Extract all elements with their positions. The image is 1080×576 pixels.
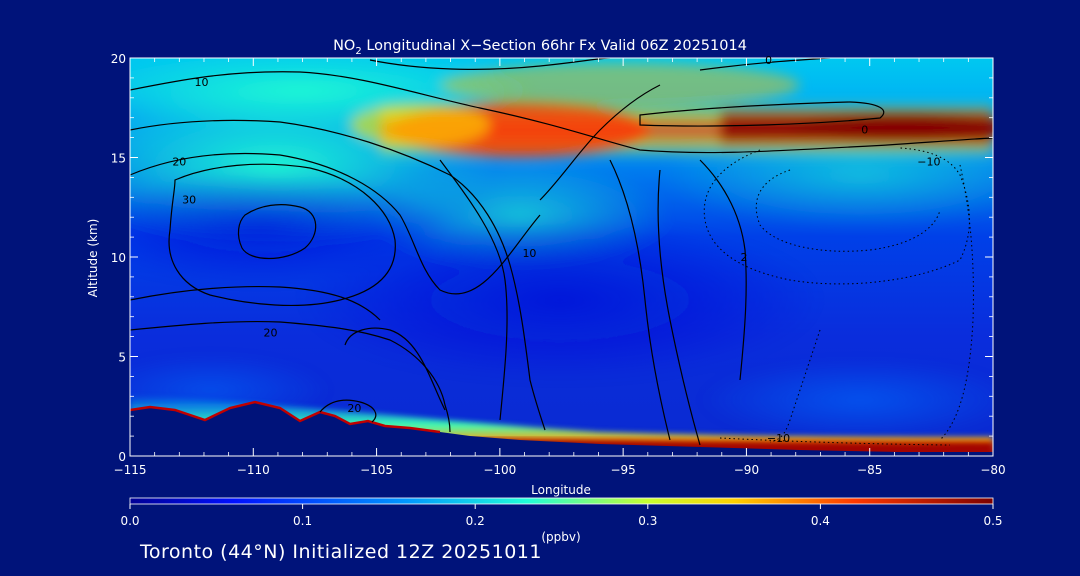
colorbar-tick-label: 0.4 (811, 514, 830, 528)
y-tick-label: 20 (111, 52, 126, 66)
x-tick-label: −80 (980, 463, 1005, 477)
contour-label: 30 (182, 193, 196, 206)
contour-label: 20 (347, 402, 361, 415)
x-tick-label: −90 (734, 463, 759, 477)
y-tick-label: 15 (111, 152, 126, 166)
contour-label: −10 (767, 432, 790, 445)
colorbar-tick-label: 0.2 (466, 514, 485, 528)
colorbar-tick-label: 0.0 (120, 514, 139, 528)
x-axis-label: Longitude (531, 483, 591, 497)
contour-labels: 10 20 30 20 20 10 0 0 2 −10 −10 (172, 54, 940, 445)
concentration-field (130, 58, 993, 456)
contour-label: −10 (917, 155, 940, 168)
footer-caption: Toronto (44°N) Initialized 12Z 20251011 (140, 541, 542, 563)
x-tick-label: −115 (114, 463, 147, 477)
x-tick-label: −85 (857, 463, 882, 477)
x-tick-label: −105 (360, 463, 393, 477)
colorbar (129, 497, 994, 505)
x-axis-ticks: −115 −110 −105 −100 −95 −90 −85 −80 (114, 58, 1006, 477)
negative-contours (703, 147, 974, 446)
contour-label: 20 (172, 155, 186, 168)
contour-label: 2 (740, 251, 747, 264)
chart-title: NO2 Longitudinal X−Section 66hr Fx Valid… (333, 38, 747, 57)
contour-lines (130, 58, 993, 446)
contour-label: 0 (765, 54, 772, 67)
colorbar-tick-label: 0.5 (983, 514, 1002, 528)
y-tick-label: 0 (118, 450, 126, 464)
contour-label: 0 (861, 124, 868, 137)
x-tick-label: −100 (483, 463, 516, 477)
y-tick-label: 5 (118, 351, 126, 365)
terrain (130, 402, 993, 456)
colorbar-tick-label: 0.3 (638, 514, 657, 528)
contour-label: 10 (195, 76, 209, 89)
x-tick-label: −95 (610, 463, 635, 477)
contour-label: 20 (264, 327, 278, 340)
y-axis-label: Altitude (km) (86, 219, 100, 298)
colorbar-tick-label: 0.1 (293, 514, 312, 528)
x-tick-label: −110 (237, 463, 270, 477)
colorbar-unit-label: (ppbv) (541, 530, 580, 544)
y-tick-label: 10 (111, 251, 126, 265)
contour-label: 10 (522, 247, 536, 260)
colorbar-ticks: 0.0 0.1 0.2 0.3 0.4 0.5 (120, 504, 1003, 528)
